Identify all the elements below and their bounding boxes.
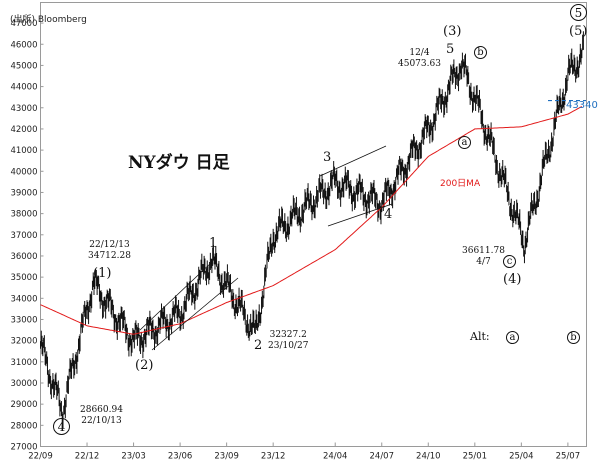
alt-circle-a: a — [506, 331, 519, 344]
y-tick-label: 45000 — [10, 61, 37, 71]
annotation-text: 28660.94 — [80, 405, 123, 415]
y-tick-label: 44000 — [10, 83, 37, 93]
annotation-low-3: 36611.78 4/7 — [462, 246, 505, 268]
channel-line — [139, 261, 213, 331]
wave-label-circle-4: 4 — [53, 418, 70, 435]
channel-line — [319, 145, 387, 177]
annotation-text: 32327.2 — [269, 330, 307, 340]
chart-title: NYダウ 日足 — [128, 153, 230, 173]
y-tick-label: 37000 — [10, 231, 37, 241]
alt-circle-b: b — [567, 331, 580, 344]
y-tick-label: 47000 — [10, 19, 37, 29]
wave-label-1-paren: (1) — [93, 266, 112, 281]
annotation-sub: 23/10/27 — [268, 341, 309, 351]
y-tick-label: 32000 — [10, 337, 37, 347]
x-tick-label: 24/10 — [416, 452, 441, 462]
y-tick-label: 41000 — [10, 146, 37, 156]
x-tick-label: 23/03 — [121, 452, 146, 462]
y-tick-label: 38000 — [10, 210, 37, 220]
x-axis: 22/09 22/12 23/03 23/06 23/09 23/12 24/04 24/07… — [28, 442, 581, 462]
wave-label-3-paren: (3) — [443, 24, 462, 39]
x-tick-label: 23/06 — [168, 452, 193, 462]
wave-label-4-paren: (4) — [503, 272, 522, 287]
y-tick-label: 28000 — [10, 421, 37, 431]
price-bars — [40, 31, 584, 431]
y-tick-label: 35000 — [10, 273, 37, 283]
y-tick-label: 40000 — [10, 167, 37, 177]
wave-label-2: 2 — [254, 338, 263, 353]
alt-label: Alt: — [470, 330, 490, 343]
wave-label-1: 1 — [209, 236, 218, 251]
annotation-sub: 22/10/13 — [81, 416, 122, 426]
annotation-sub: 45073.63 — [398, 59, 441, 69]
wave-label-4: 4 — [384, 207, 393, 222]
channel-line — [151, 277, 239, 351]
y-tick-label: 36000 — [10, 252, 37, 262]
y-tick-label: 30000 — [10, 379, 37, 389]
annotation-sub: 4/7 — [476, 257, 491, 267]
trend-channels — [139, 145, 393, 351]
annotation-low-2: 32327.2 23/10/27 — [268, 330, 308, 352]
reference-level-label: 43340 — [566, 100, 598, 111]
y-tick-label: 27000 — [10, 443, 37, 453]
y-tick-label: 43000 — [10, 104, 37, 114]
plot-frame — [40, 2, 587, 447]
y-tick-label: 33000 — [10, 315, 37, 325]
annotation-sub: 34712.28 — [88, 251, 131, 261]
x-tick-label: 25/04 — [509, 452, 534, 462]
x-tick-label: 25/01 — [463, 452, 488, 462]
x-tick-label: 24/07 — [370, 452, 395, 462]
x-tick-label: 25/07 — [556, 452, 581, 462]
wave-label-circle-c: c — [503, 255, 516, 268]
annotation-peak-1: 22/12/13 34712.28 — [88, 240, 131, 262]
y-tick-label: 34000 — [10, 294, 37, 304]
wave-label-circle-a: a — [458, 136, 471, 149]
x-tick-label: 22/12 — [75, 452, 100, 462]
annotation-peak-2: 12/4 45073.63 — [398, 48, 441, 70]
wave-label-2-paren: (2) — [135, 358, 154, 373]
annotation-text: 12/4 — [409, 48, 430, 58]
y-tick-label: 46000 — [10, 40, 37, 50]
annotation-text: 22/12/13 — [89, 240, 130, 250]
x-tick-label: 24/04 — [323, 452, 348, 462]
channel-line — [327, 203, 393, 227]
annotation-low-1: 28660.94 22/10/13 — [80, 405, 123, 427]
annotation-text: 36611.78 — [462, 246, 505, 256]
y-tick-label: 39000 — [10, 188, 37, 198]
wave-label-5-paren: (5) — [569, 24, 588, 39]
ma-label: 200日MA — [440, 179, 481, 189]
x-tick-label: 23/12 — [261, 452, 286, 462]
wave-label-circle-5: 5 — [570, 4, 587, 21]
y-tick-label: 31000 — [10, 358, 37, 368]
y-tick-label: 42000 — [10, 125, 37, 135]
x-tick-label: 22/09 — [28, 452, 53, 462]
x-tick-label: 23/09 — [214, 452, 239, 462]
source-note: (出所) Bloomberg — [10, 15, 87, 25]
wave-label-5: 5 — [446, 42, 455, 57]
ma-200-line — [40, 106, 583, 335]
wave-label-3: 3 — [323, 150, 332, 165]
y-axis: 27000 28000 29000 30000 31000 32000 33000 34000… — [10, 19, 44, 453]
wave-label-circle-b: b — [474, 46, 487, 59]
y-tick-label: 29000 — [10, 400, 37, 410]
